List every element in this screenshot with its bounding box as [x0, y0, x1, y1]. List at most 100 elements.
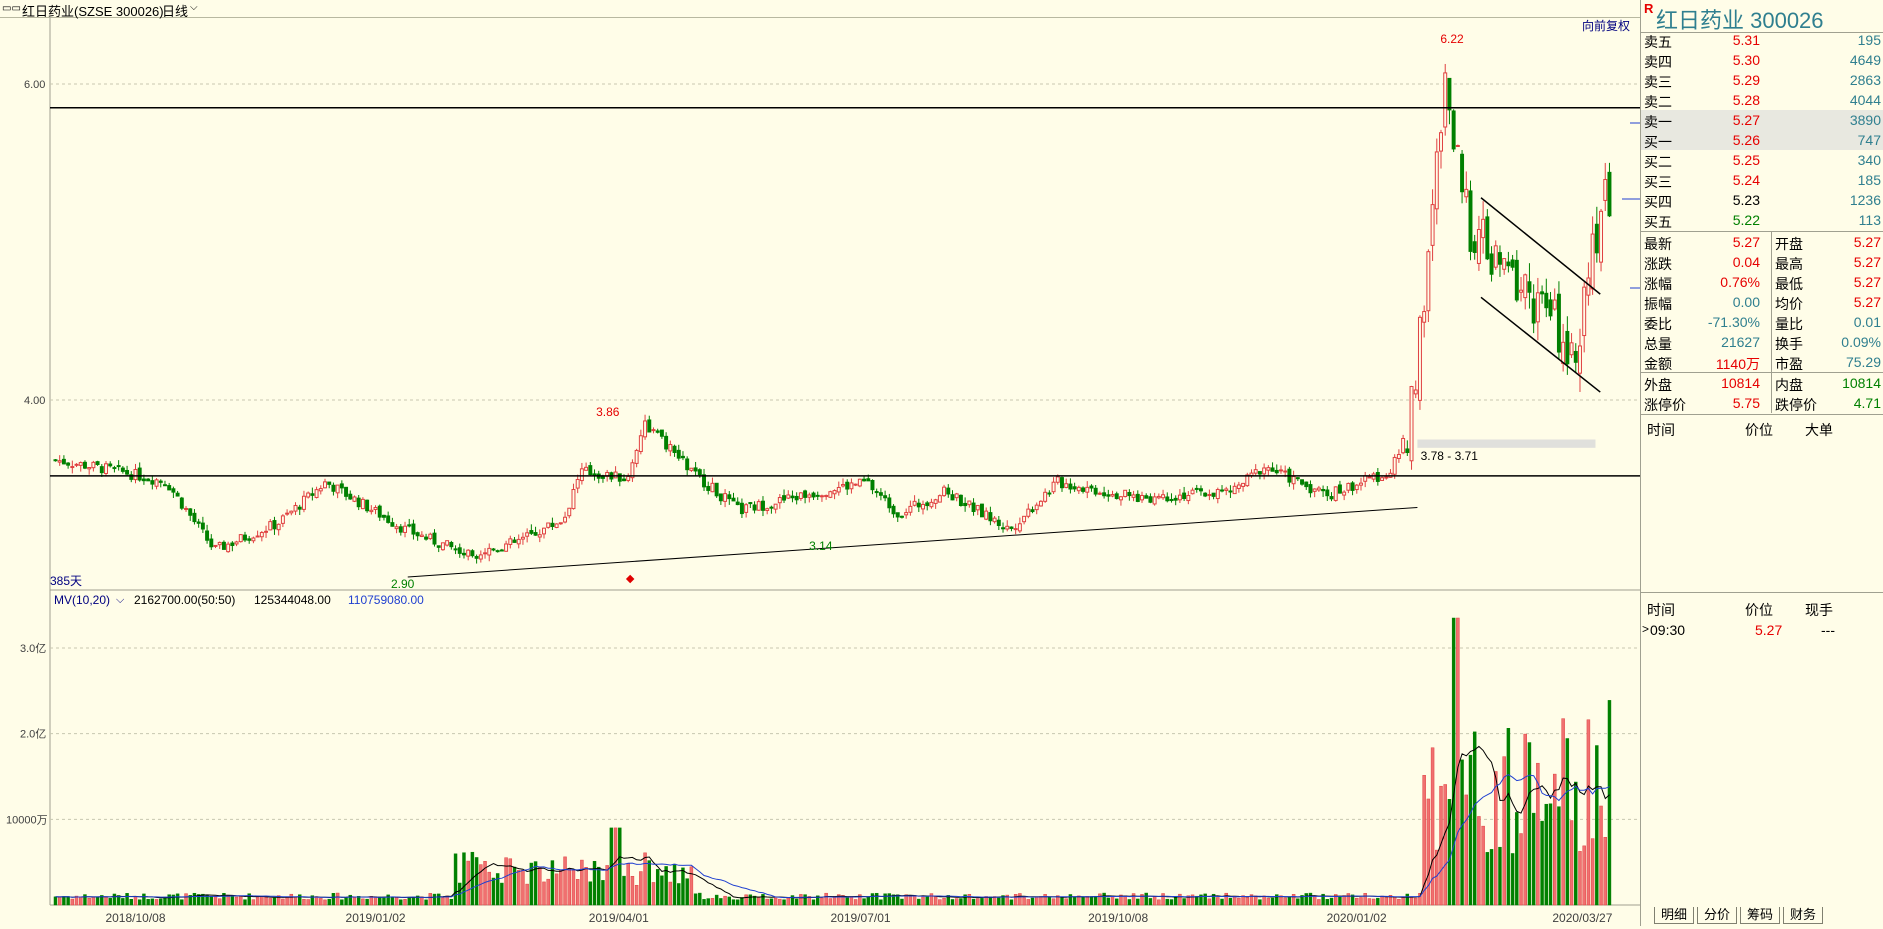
candle-body[interactable] [318, 488, 323, 492]
candle-body[interactable] [1447, 77, 1452, 111]
candle-body[interactable] [1565, 330, 1570, 365]
candle-body[interactable] [1363, 475, 1368, 482]
candle-body[interactable] [1464, 188, 1469, 198]
candle-body[interactable] [238, 534, 243, 543]
candle-body[interactable] [95, 461, 100, 466]
candle-body[interactable] [1228, 490, 1233, 493]
candle-body[interactable] [1535, 292, 1540, 323]
candle-body[interactable] [680, 455, 685, 459]
candle-body[interactable] [857, 478, 862, 487]
candle-body[interactable] [1186, 495, 1191, 502]
candle-body[interactable] [1552, 299, 1557, 310]
candle-body[interactable] [255, 535, 260, 538]
candle-body[interactable] [1430, 204, 1435, 246]
candle-body[interactable] [1232, 485, 1237, 495]
candle-body[interactable] [979, 503, 984, 518]
candle-body[interactable] [1245, 474, 1250, 487]
candle-body[interactable] [925, 502, 930, 507]
candle-body[interactable] [1375, 471, 1380, 482]
candle-body[interactable] [1241, 482, 1246, 487]
candle-body[interactable] [360, 498, 365, 510]
candle-body[interactable] [432, 532, 437, 545]
candle-body[interactable] [209, 538, 214, 548]
candle-body[interactable] [862, 478, 867, 482]
candle-body[interactable] [162, 484, 167, 487]
candle-body[interactable] [1114, 493, 1119, 500]
candle-body[interactable] [466, 549, 471, 557]
candle-body[interactable] [428, 533, 433, 540]
candle-body[interactable] [150, 480, 155, 485]
candle-body[interactable] [137, 467, 142, 481]
candle-body[interactable] [352, 496, 357, 502]
period-selector[interactable]: 日线 [162, 4, 189, 19]
candle-body[interactable] [1127, 491, 1132, 497]
candle-body[interactable] [285, 512, 290, 515]
candle-body[interactable] [1384, 476, 1389, 479]
candle-body[interactable] [1594, 223, 1599, 254]
candle-body[interactable] [301, 495, 306, 510]
candle-body[interactable] [883, 495, 888, 499]
candle-body[interactable] [213, 544, 218, 547]
candle-body[interactable] [1468, 190, 1473, 252]
candle-body[interactable] [394, 526, 399, 530]
candle-body[interactable] [1013, 528, 1018, 531]
candle-body[interactable] [1034, 504, 1039, 511]
candle-body[interactable] [112, 467, 117, 470]
candle-body[interactable] [217, 541, 222, 546]
candle-body[interactable] [141, 478, 146, 482]
candle-body[interactable] [373, 507, 378, 510]
candle-body[interactable] [525, 532, 530, 537]
candle-body[interactable] [1434, 151, 1439, 210]
r-badge[interactable]: R [1644, 1, 1654, 16]
candle-body[interactable] [630, 462, 635, 479]
candle-body[interactable] [1266, 467, 1271, 471]
candle-body[interactable] [963, 502, 968, 507]
candle-body[interactable] [504, 543, 509, 552]
candle-body[interactable] [365, 499, 370, 512]
candle-body[interactable] [436, 545, 441, 548]
candle-body[interactable] [129, 474, 134, 480]
candle-body[interactable] [626, 475, 631, 481]
candle-body[interactable] [1064, 483, 1069, 488]
order-book-row[interactable]: 卖三 5.29 2863 [1641, 70, 1883, 90]
candle-body[interactable] [798, 492, 803, 499]
candle-body[interactable] [1118, 496, 1123, 501]
candle-body[interactable] [74, 463, 79, 466]
candle-body[interactable] [546, 522, 551, 528]
candle-body[interactable] [70, 466, 75, 469]
candle-body[interactable] [1198, 488, 1203, 492]
candle-body[interactable] [739, 502, 744, 515]
candle-body[interactable] [1497, 252, 1502, 265]
candle-body[interactable] [1300, 479, 1305, 485]
candle-body[interactable] [706, 485, 711, 491]
candle-body[interactable] [958, 494, 963, 507]
candle-body[interactable] [1392, 456, 1397, 475]
candle-body[interactable] [533, 532, 538, 536]
candle-body[interactable] [887, 497, 892, 509]
candle-body[interactable] [133, 468, 138, 481]
chevron-down-icon[interactable]: ⌵ [190, 2, 198, 13]
candle-body[interactable] [259, 532, 264, 538]
candle-body[interactable] [1257, 471, 1262, 475]
candle-body[interactable] [424, 536, 429, 540]
candle-body[interactable] [1367, 476, 1372, 479]
candle-body[interactable] [1110, 494, 1115, 497]
candle-body[interactable] [323, 481, 327, 489]
candle-body[interactable] [1439, 132, 1443, 152]
candle-body[interactable] [651, 429, 656, 432]
candle-body[interactable] [967, 500, 972, 506]
candle-body[interactable] [643, 420, 648, 438]
candle-body[interactable] [731, 497, 736, 502]
candle-body[interactable] [748, 502, 753, 505]
candle-body[interactable] [1274, 469, 1279, 474]
candle-body[interactable] [470, 550, 475, 557]
candle-body[interactable] [120, 467, 125, 472]
candle-body[interactable] [1123, 489, 1128, 498]
candle-body[interactable] [756, 501, 761, 511]
candle-body[interactable] [1207, 494, 1212, 497]
candle-body[interactable] [1097, 492, 1102, 495]
candle-body[interactable] [61, 458, 66, 465]
tab-chips[interactable]: 筹码 [1740, 907, 1781, 924]
candle-body[interactable] [584, 466, 589, 471]
candle-body[interactable] [175, 492, 180, 497]
